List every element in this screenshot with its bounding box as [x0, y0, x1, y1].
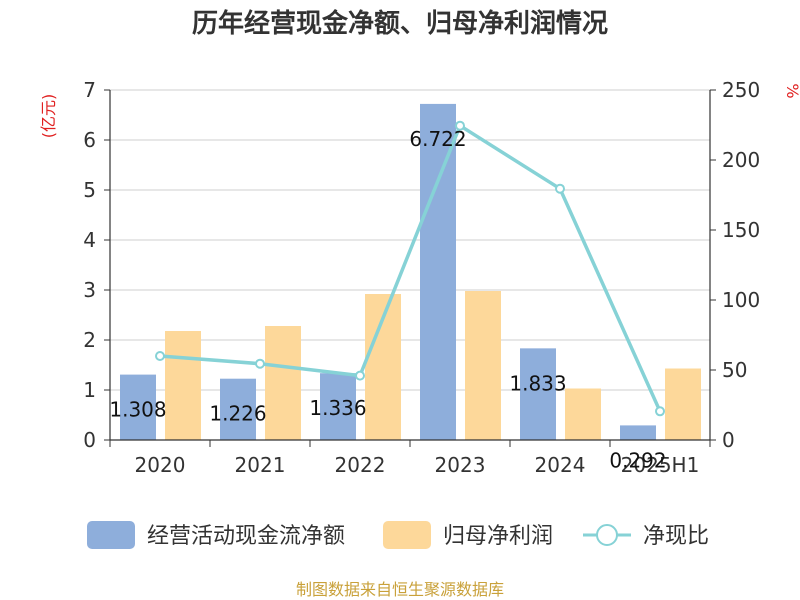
cashflow-data-label: 6.722: [409, 127, 466, 151]
left-tick-label: 2: [83, 328, 96, 352]
x-tick-label: 2022: [335, 453, 386, 477]
right-tick-label: 200: [722, 148, 760, 172]
right-tick-label: 150: [722, 218, 760, 242]
ratio-point: [155, 351, 165, 361]
cashflow-bar: [120, 374, 156, 440]
legend: 经营活动现金流净额 归母净利润 净现比: [87, 521, 709, 549]
chart-title: 历年经营现金净额、归母净利润情况: [192, 8, 608, 39]
legend-label: 归母净利润: [443, 524, 553, 549]
x-tick-label: 2024: [535, 453, 586, 477]
cashflow-data-label: 1.336: [309, 396, 366, 420]
left-tick-label: 7: [83, 78, 96, 102]
legend-label: 净现比: [643, 524, 709, 549]
left-axis-unit: (亿元): [39, 94, 58, 139]
right-tick-label: 100: [722, 288, 760, 312]
right-axis-unit: %: [783, 83, 800, 98]
cashflow-bar: [320, 373, 356, 440]
x-tick-label: 2020: [135, 453, 186, 477]
ratio-point: [355, 370, 365, 381]
legend-swatch: [383, 521, 431, 549]
bar-group: [120, 103, 701, 441]
cashflow-bar: [520, 348, 556, 440]
right-tick-label: 50: [722, 358, 747, 382]
cashflow-bar: [620, 425, 656, 440]
data-labels: 1.308 1.226 1.336 6.722 1.833 0.292: [109, 127, 666, 473]
left-tick-label: 3: [83, 278, 96, 302]
net-profit-bar: [665, 368, 701, 440]
right-tick-label: 0: [722, 428, 735, 452]
left-tick-label: 4: [83, 228, 96, 252]
x-tick-label: 2025H1: [621, 453, 700, 477]
x-tick-label: 2021: [235, 453, 286, 477]
ratio-line-group: [155, 120, 665, 417]
grid-lines: [110, 89, 710, 391]
left-tick-label: 0: [83, 428, 96, 452]
cashflow-data-label: 1.226: [209, 402, 266, 426]
ratio-point: [455, 120, 465, 131]
x-tick-label: 2023: [435, 453, 486, 477]
left-tick-label: 6: [83, 128, 96, 152]
ratio-point: [555, 183, 565, 194]
ratio-point: [255, 358, 265, 369]
net-profit-bar: [265, 326, 301, 440]
left-tick-label: 1: [83, 378, 96, 402]
cashflow-bar: [220, 378, 256, 440]
net-profit-bar: [465, 291, 501, 440]
cashflow-bar: [420, 103, 456, 441]
axes: 0 1 2 3 4 5 6 7 0 50 100 150 200 250 2020 2021 2022 2023 2…: [83, 78, 760, 477]
right-tick-label: 250: [722, 78, 760, 102]
net-profit-bar: [565, 388, 601, 440]
ratio-point: [655, 406, 665, 417]
legend-label: 经营活动现金流净额: [147, 524, 345, 549]
source-note: 制图数据来自恒生聚源数据库: [296, 580, 504, 599]
left-tick-label: 5: [83, 178, 96, 202]
ratio-line: [159, 123, 662, 413]
cashflow-data-label: 1.833: [509, 371, 566, 395]
net-profit-bar: [165, 331, 201, 440]
legend-swatch: [87, 521, 135, 549]
cashflow-data-label: 0.292: [609, 448, 666, 472]
cashflow-data-label: 1.308: [109, 398, 166, 422]
legend-line-marker: [596, 524, 618, 546]
